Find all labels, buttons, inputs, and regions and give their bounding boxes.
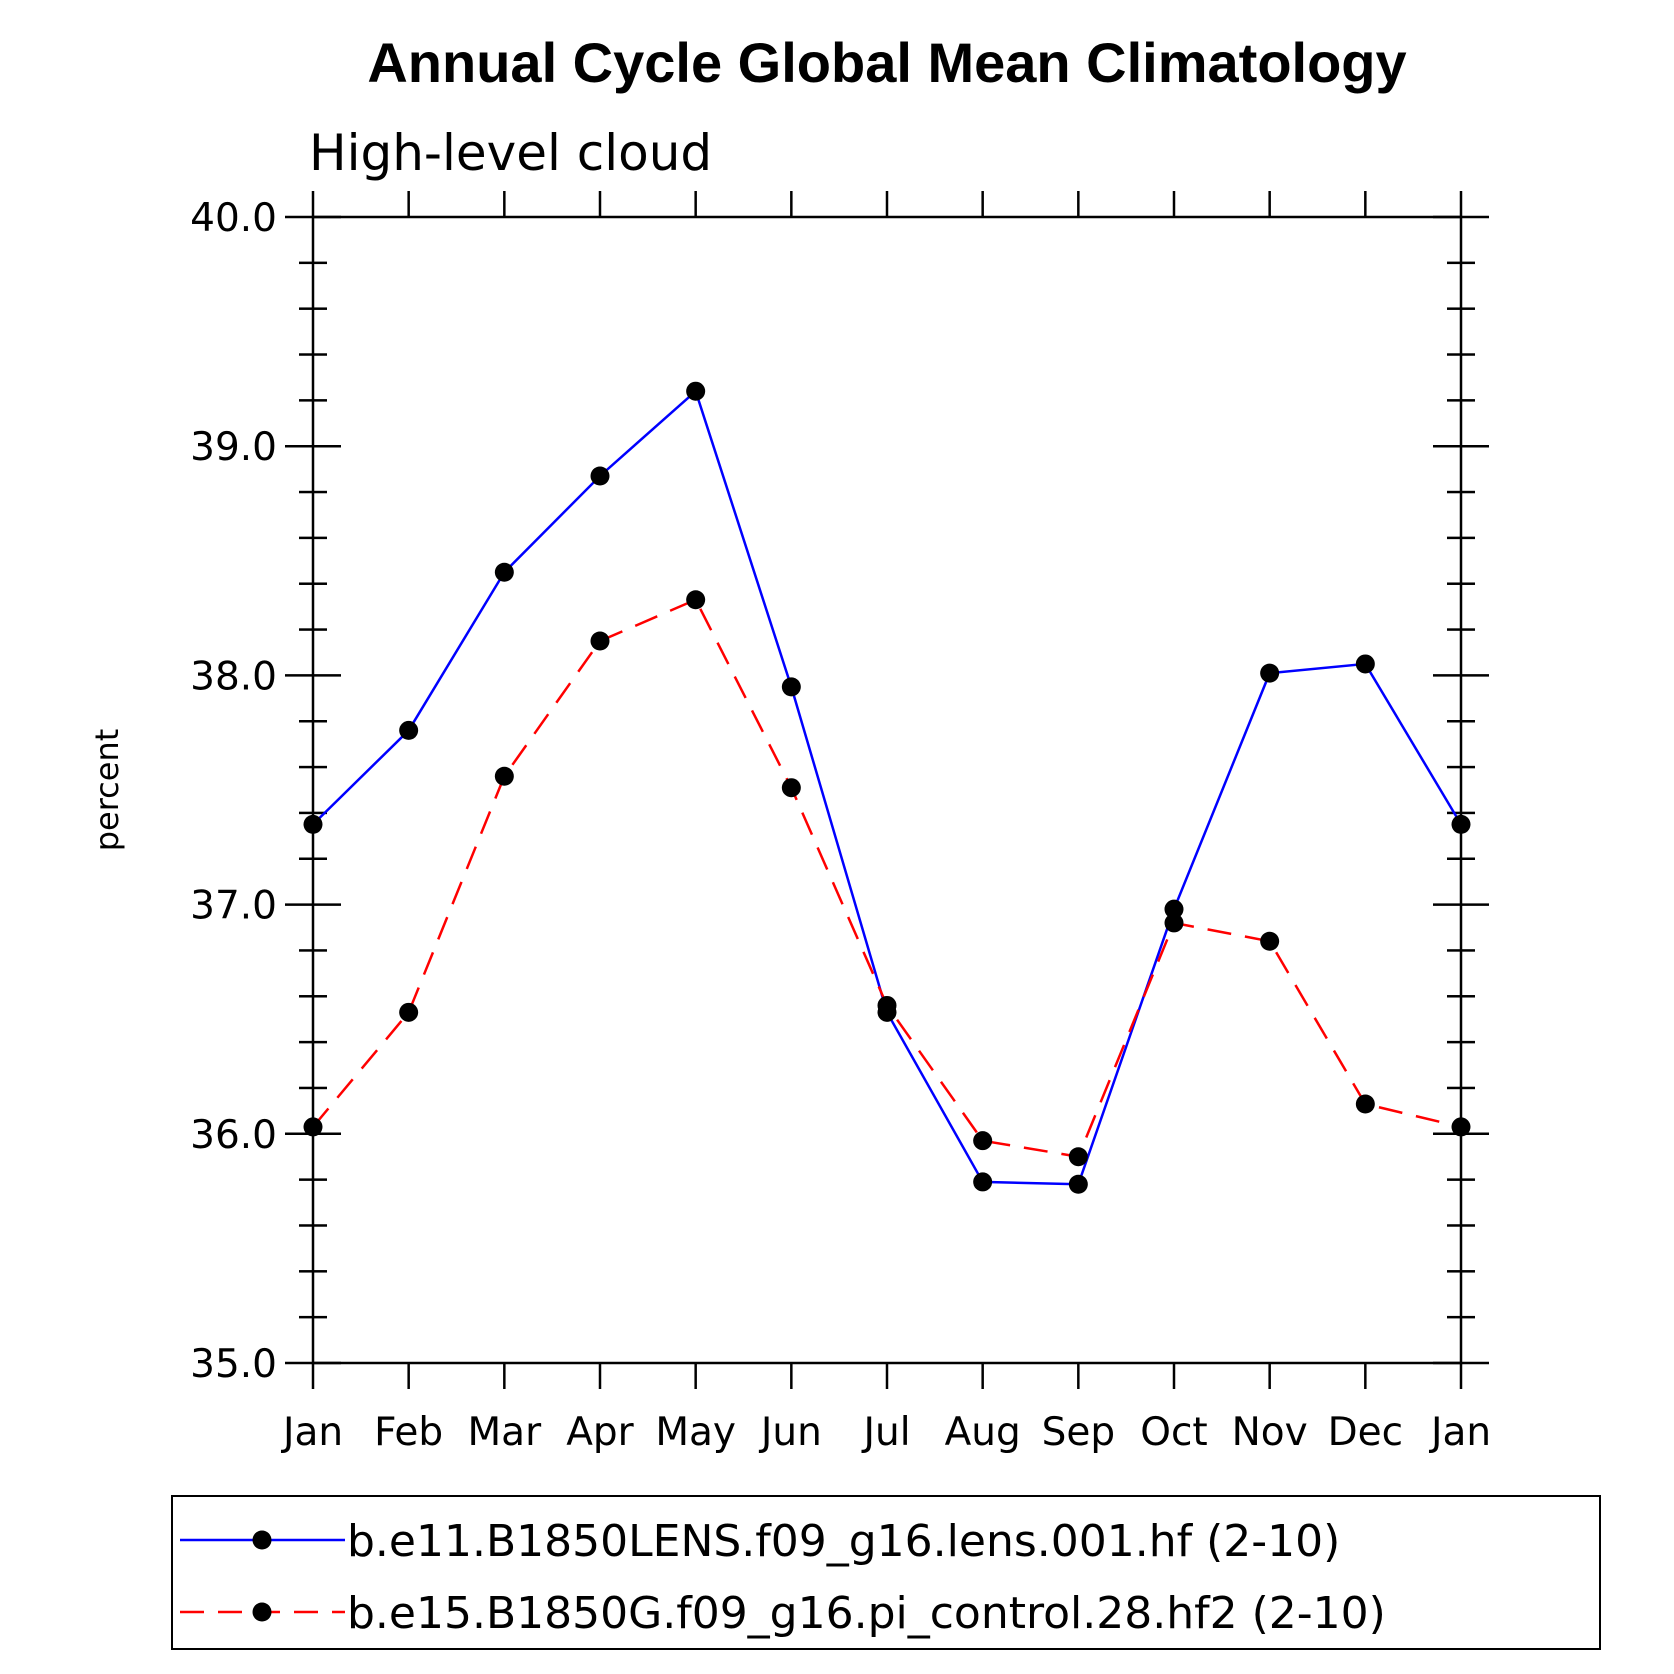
x-tick-labels: Jan Feb Mar Apr May Jun Jul Aug Sep Oct Nov Dec Jan bbox=[280, 1410, 1491, 1455]
data-point bbox=[1068, 1147, 1088, 1167]
data-point bbox=[494, 766, 514, 786]
legend: b.e11.B1850LENS.f09_g16.lens.001.hf (2-1… bbox=[171, 1495, 1601, 1650]
y-axis-label: percent bbox=[88, 729, 126, 852]
chart-title: Annual Cycle Global Mean Climatology bbox=[367, 31, 1406, 94]
data-point bbox=[494, 562, 514, 582]
series-line-1 bbox=[312, 388, 1463, 1186]
series-layer bbox=[303, 381, 1471, 1194]
data-point bbox=[781, 677, 801, 697]
y-tick-labels: 35.0 36.0 37.0 38.0 39.0 40.0 bbox=[190, 196, 277, 1387]
data-point bbox=[1164, 913, 1184, 933]
data-point bbox=[1355, 654, 1375, 674]
legend-swatch-marker bbox=[252, 1530, 272, 1550]
data-point bbox=[1451, 814, 1471, 834]
x-tick-label: Nov bbox=[1232, 1410, 1308, 1455]
legend-label: b.e11.B1850LENS.f09_g16.lens.001.hf (2-1… bbox=[347, 1516, 1340, 1567]
x-tick-label: Aug bbox=[945, 1410, 1021, 1455]
data-point bbox=[1451, 1117, 1471, 1137]
data-point bbox=[399, 1002, 419, 1022]
x-tick-label: May bbox=[655, 1410, 736, 1455]
y-tick-label: 36.0 bbox=[190, 1113, 277, 1158]
data-point bbox=[781, 778, 801, 798]
y-tick-label: 39.0 bbox=[190, 425, 277, 470]
data-point bbox=[1260, 663, 1280, 683]
legend-box bbox=[171, 1495, 1601, 1650]
x-tick-label: Apr bbox=[566, 1410, 634, 1455]
y-tick-label: 40.0 bbox=[190, 196, 277, 241]
y-tick-label: 38.0 bbox=[190, 654, 277, 699]
x-tick-label: Jul bbox=[860, 1410, 910, 1455]
data-point bbox=[973, 1172, 993, 1192]
data-point bbox=[590, 631, 610, 651]
data-point bbox=[590, 466, 610, 486]
data-point bbox=[973, 1131, 993, 1151]
data-point bbox=[399, 720, 419, 740]
x-tick-label: Oct bbox=[1140, 1410, 1207, 1455]
legend-items: b.e11.B1850LENS.f09_g16.lens.001.hf (2-1… bbox=[180, 1516, 1386, 1639]
x-tick-label: Jun bbox=[758, 1410, 822, 1455]
x-tick-label: Jan bbox=[1428, 1410, 1491, 1455]
legend-label: b.e15.B1850G.f09_g16.pi_control.28.hf2 (… bbox=[347, 1588, 1386, 1639]
data-point bbox=[1068, 1174, 1088, 1194]
data-point bbox=[1260, 931, 1280, 951]
data-point bbox=[686, 590, 706, 610]
data-point bbox=[1355, 1094, 1375, 1114]
series-line-2 bbox=[312, 598, 1462, 1159]
data-point bbox=[303, 1117, 323, 1137]
y-tick-label: 37.0 bbox=[190, 884, 277, 929]
plot-frame bbox=[311, 215, 1463, 1365]
x-tick-label: Dec bbox=[1328, 1410, 1403, 1455]
data-point bbox=[686, 381, 706, 401]
chart-subtitle: High-level cloud bbox=[309, 124, 712, 182]
legend-swatch-marker bbox=[252, 1602, 272, 1622]
data-point bbox=[1164, 899, 1184, 919]
x-tick-label: Jan bbox=[280, 1410, 343, 1455]
x-tick-label: Sep bbox=[1042, 1410, 1116, 1455]
axis-ticks bbox=[285, 191, 1489, 1389]
x-tick-label: Feb bbox=[374, 1410, 443, 1455]
y-tick-label: 35.0 bbox=[190, 1342, 277, 1387]
x-tick-label: Mar bbox=[468, 1410, 543, 1455]
data-point bbox=[877, 995, 897, 1015]
data-point bbox=[303, 814, 323, 834]
